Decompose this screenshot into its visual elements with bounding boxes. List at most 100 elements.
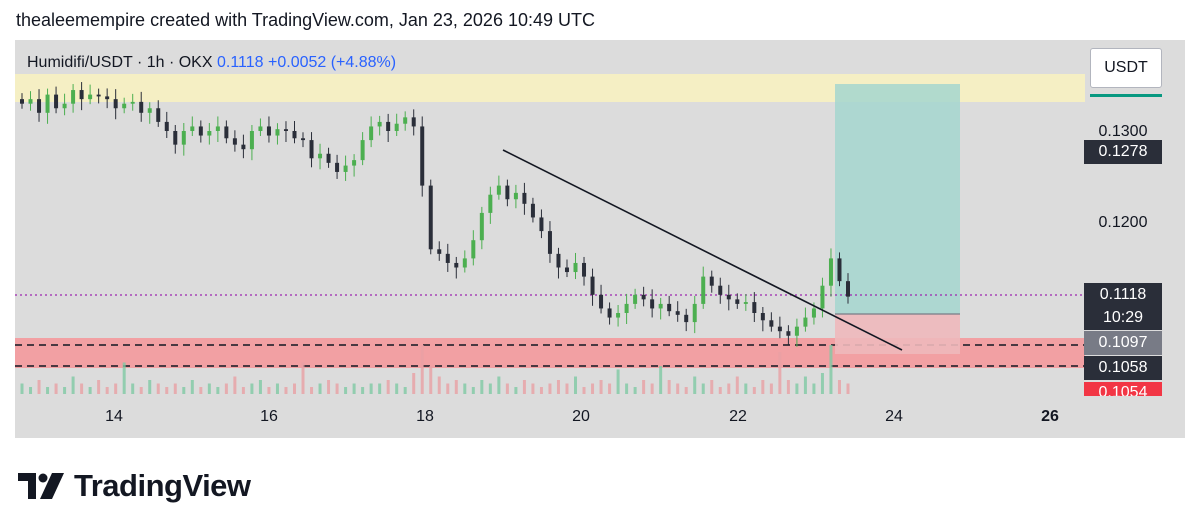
volume-bar: [497, 376, 501, 394]
candle-body: [616, 313, 621, 318]
volume-bar: [659, 366, 663, 394]
volume-bar: [258, 380, 262, 394]
candle-body: [837, 258, 842, 282]
volume-bar: [437, 376, 441, 394]
chart-area[interactable]: Humidifi/USDT · 1h · OKX 0.1118 +0.0052 …: [15, 40, 1185, 438]
volume-bar: [642, 380, 646, 394]
volume-bar: [582, 387, 586, 394]
volume-bar: [684, 387, 688, 394]
volume-bar: [71, 376, 75, 394]
volume-bar: [378, 383, 382, 394]
candle-body: [20, 99, 24, 104]
candle-body: [428, 185, 433, 250]
descending-trendline[interactable]: [502, 149, 903, 351]
volume-bar: [395, 383, 399, 394]
candle-body: [386, 121, 391, 131]
candle-body: [684, 314, 689, 323]
candle-body: [445, 253, 450, 263]
candle-body: [28, 99, 33, 104]
candle-body: [411, 117, 416, 127]
currency-button[interactable]: USDT: [1090, 48, 1162, 88]
candle-body: [718, 285, 723, 295]
candle-body: [352, 160, 357, 166]
volume-bar: [795, 383, 799, 394]
volume-bar: [735, 376, 739, 394]
candle-body: [249, 131, 254, 150]
volume-bar: [88, 387, 92, 394]
candle-body: [547, 231, 552, 254]
volume-bar: [454, 380, 458, 394]
candle-body: [505, 185, 510, 200]
position-target-zone: [835, 84, 960, 314]
volume-bar: [165, 387, 169, 394]
x-tick-26: 26: [1041, 408, 1059, 425]
candle-body: [266, 126, 271, 136]
volume-bar: [233, 376, 237, 394]
symbol-legend: Humidifi/USDT · 1h · OKX 0.1118 +0.0052 …: [27, 54, 396, 72]
price-label-0-1058: 0.1058: [1084, 356, 1162, 380]
candle-body: [624, 303, 629, 313]
candle-body: [241, 144, 246, 150]
volume-bar: [625, 383, 629, 394]
volume-bar: [556, 380, 560, 394]
candle-body: [599, 294, 604, 309]
candle-body: [658, 303, 663, 309]
volume-bar: [565, 383, 569, 394]
candle-body: [828, 258, 833, 286]
candle-body: [62, 103, 67, 109]
volume-bar: [693, 376, 697, 394]
volume-bar: [63, 387, 67, 394]
volume-bar: [591, 383, 595, 394]
candle-body: [709, 276, 714, 286]
last-price-label: 0.1118: [1084, 283, 1162, 307]
candle-body: [301, 138, 306, 141]
volume-bar: [599, 380, 603, 394]
candle-body: [777, 326, 782, 332]
candle-body: [275, 129, 280, 136]
volume-bar: [344, 387, 348, 394]
volume-bar: [463, 383, 467, 394]
candle-body: [539, 217, 544, 232]
candle-body: [164, 121, 169, 131]
volume-bar: [352, 383, 356, 394]
volume-bar: [148, 380, 152, 394]
candle-body: [207, 131, 212, 136]
volume-bar: [301, 362, 305, 394]
volume-bar: [820, 373, 824, 394]
x-tick-24: 24: [885, 408, 903, 425]
candle-body: [360, 140, 365, 161]
candle-body: [45, 94, 50, 113]
candle-body: [215, 126, 220, 131]
volume-bar: [412, 373, 416, 394]
candle-body: [454, 262, 459, 268]
volume-bar: [156, 383, 160, 394]
volume-bar: [608, 383, 612, 394]
volume-bar: [531, 383, 535, 394]
candle-body: [735, 299, 740, 304]
volume-bars: [20, 345, 850, 394]
candle-body: [232, 138, 237, 145]
x-tick-16: 16: [260, 408, 278, 425]
candle-body: [786, 331, 791, 336]
volume-bar: [676, 383, 680, 394]
volume-bar: [361, 387, 365, 394]
candle-body: [564, 267, 569, 273]
candle-body: [641, 294, 646, 300]
candle-body: [650, 299, 655, 309]
x-tick-22: 22: [729, 408, 747, 425]
chart-attribution: thealeemempire created with TradingView.…: [16, 10, 595, 30]
candle-body: [105, 96, 110, 100]
volume-bar: [173, 383, 177, 394]
volume-bar: [182, 387, 186, 394]
candle-body: [513, 192, 518, 200]
candle-body: [803, 317, 808, 327]
candle-body: [667, 303, 672, 312]
volume-bar: [829, 345, 833, 394]
candle-body: [88, 94, 93, 100]
candle-body: [752, 302, 757, 313]
volume-bar: [131, 383, 135, 394]
candle-body: [479, 212, 484, 241]
candle-body: [769, 320, 774, 327]
candle-body: [556, 253, 561, 268]
candle-body: [471, 240, 476, 259]
